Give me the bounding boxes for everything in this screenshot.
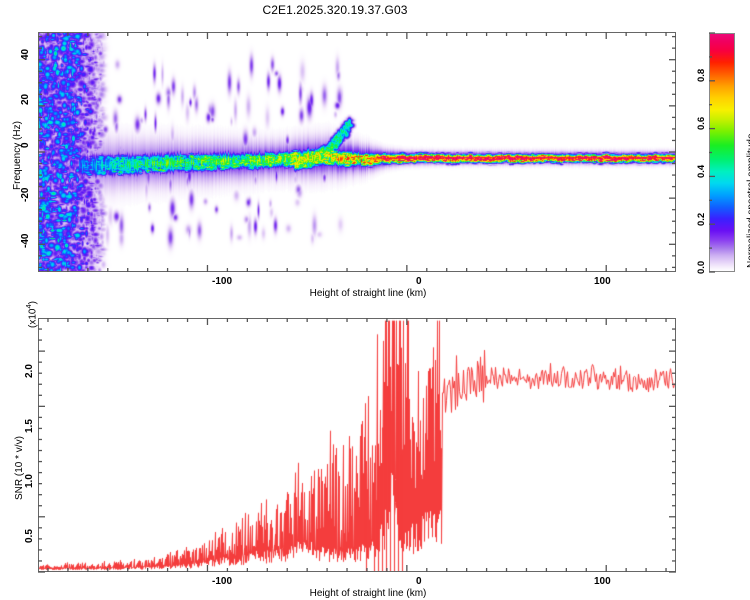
page-title: C2E1.2025.320.19.37.G03 — [262, 3, 408, 17]
snr-exp-power: 4 — [24, 304, 33, 309]
snr-y-axis-label: SNR (10 * v/v) — [14, 436, 25, 500]
snr-exp-open: (x10 — [27, 308, 39, 328]
snr-ytick-20: 2.0 — [24, 364, 35, 378]
spec-xtick-100: 100 — [594, 276, 611, 287]
cb-tick-06: 0.6 — [696, 116, 707, 130]
cb-tick-02: 0.2 — [696, 212, 707, 226]
spectrogram-x-axis-label: Height of straight line (km) — [309, 288, 427, 299]
spec-xtick-m100: -100 — [212, 276, 233, 287]
spec-ytick-20: 20 — [20, 93, 31, 105]
snr-ytick-15: 1.5 — [24, 419, 35, 433]
snr-exp-close: ) — [27, 301, 39, 305]
spec-ytick-m40: -40 — [20, 233, 31, 248]
snr-xtick-0: 0 — [416, 576, 422, 587]
snr-plot-area — [38, 318, 676, 572]
cb-tick-08: 0.8 — [696, 68, 707, 82]
cb-tick-04: 0.4 — [696, 164, 707, 178]
snr-xtick-m100: -100 — [212, 576, 233, 587]
snr-ytick-10: 1.0 — [24, 474, 35, 488]
spec-ytick-40: 40 — [20, 48, 31, 60]
snr-ytick-05: 0.5 — [24, 529, 35, 543]
colorbar — [709, 33, 735, 272]
snr-y-exponent: (x104) — [24, 301, 38, 328]
snr-x-axis-label: Height of straight line (km) — [309, 588, 427, 599]
colorbar-label: Normalized spectral amplitude — [746, 133, 750, 268]
spectrogram-plot-area — [38, 32, 676, 272]
spec-xtick-0: 0 — [416, 276, 422, 287]
snr-xtick-100: 100 — [594, 576, 611, 587]
cb-tick-00: 0.0 — [696, 260, 707, 274]
spectrogram-y-axis-label: Frequency (Hz) — [12, 121, 23, 190]
